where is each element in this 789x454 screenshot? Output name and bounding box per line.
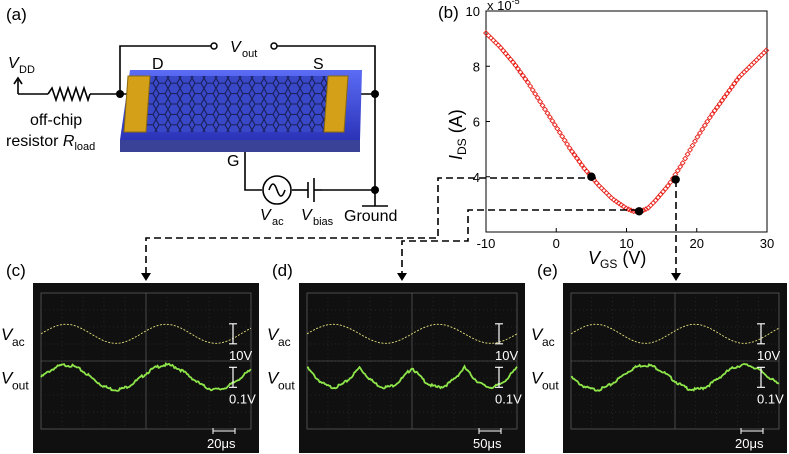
y-tick-label: 8 <box>473 59 480 74</box>
vac-trace <box>306 323 518 344</box>
vout-trace <box>570 363 780 392</box>
ground-label: Ground <box>344 208 397 225</box>
time-bracket <box>740 428 764 434</box>
vout-trace <box>306 364 518 390</box>
scale-label: 0.1V <box>229 391 256 406</box>
scale-bracket <box>757 366 765 388</box>
x-tick-label: 20 <box>690 236 704 251</box>
panel-b-label: (b) <box>438 3 459 22</box>
vac-sub: ac <box>272 216 284 228</box>
vbias-sub: bias <box>313 216 334 228</box>
time-scale-label: 20μs <box>735 436 764 451</box>
vout-trace <box>40 362 252 392</box>
x-tick-label: 0 <box>553 236 560 251</box>
scale-label: 0.1V <box>495 391 522 406</box>
scope-vout-label: V <box>1 368 14 387</box>
panel-a-label: (a) <box>6 5 27 24</box>
scale-bracket <box>757 323 765 345</box>
scope-vac-sub: ac <box>542 335 555 349</box>
x-ticks: -10 0 10 20 30 <box>477 228 774 251</box>
vout-terminal-left <box>210 42 218 50</box>
resistor-line2: resistor Rload <box>6 133 95 153</box>
panel-b: (b) x 10-5 -10 0 10 20 30 4 6 8 10 IDS (A) VGS … <box>438 0 774 271</box>
operating-point-marker <box>587 172 596 181</box>
ac-source-icon <box>262 175 292 205</box>
scope-vout-sub: out <box>278 378 295 392</box>
x-axis-label: VGS (V) <box>588 248 646 271</box>
scale-bracket <box>495 323 503 345</box>
x-tick-label: 30 <box>760 236 774 251</box>
scope-vac-sub: ac <box>278 335 291 349</box>
scale-label: 10V <box>495 348 518 363</box>
scale-label: 10V <box>229 348 252 363</box>
resistor-line1: off-chip <box>30 112 82 129</box>
vout-sub: out <box>242 48 257 60</box>
operating-point-marker <box>634 207 644 216</box>
scope-vac-label: V <box>267 325 280 344</box>
time-bracket <box>212 428 236 434</box>
time-bracket <box>478 428 502 434</box>
scope-vac-label: V <box>531 325 544 344</box>
source-label: S <box>313 56 324 73</box>
scale-bracket <box>229 323 237 345</box>
scale-bracket <box>495 366 503 388</box>
source-electrode <box>323 75 349 133</box>
scope-vout-label: V <box>531 368 544 387</box>
vout-label: V <box>230 39 242 56</box>
scope-vout-label: V <box>267 368 280 387</box>
leader-lines <box>145 177 677 275</box>
y-tick-label: 6 <box>473 115 480 130</box>
x-tick-label: 10 <box>619 236 633 251</box>
graphene-device <box>120 70 362 152</box>
vout-terminal-right <box>270 42 278 50</box>
scale-label: 0.1V <box>757 391 784 406</box>
vbias-label: V <box>301 207 313 224</box>
vac-label: V <box>260 207 272 224</box>
panel-a: (a) <box>6 5 397 228</box>
scope-vout-sub: out <box>542 378 559 392</box>
y-tick-label: 4 <box>473 170 480 185</box>
circuit-wires <box>13 45 388 207</box>
y-axis-label: IDS (A) <box>446 109 469 160</box>
scale-label: x 10-5 <box>487 0 520 13</box>
gate-label: G <box>227 153 239 170</box>
scope-vac-label: V <box>1 325 14 344</box>
chart-frame <box>485 10 768 233</box>
time-scale-label: 50μs <box>473 436 502 451</box>
y-ticks: 4 6 8 10 <box>466 4 490 185</box>
scope-vac-sub: ac <box>12 335 25 349</box>
scale-label: 10V <box>757 348 780 363</box>
drain-label: D <box>152 56 164 73</box>
scale-bracket <box>229 366 237 388</box>
panel-e-label: (e) <box>537 261 558 280</box>
x-tick-label: -10 <box>477 236 496 251</box>
drain-electrode <box>123 75 151 133</box>
operating-point-marker <box>671 175 680 184</box>
vac-trace <box>570 323 780 344</box>
circuit-nodes <box>116 90 379 194</box>
vac-trace <box>40 323 252 344</box>
highlight-markers <box>587 172 680 216</box>
scope-vout-sub: out <box>12 378 29 392</box>
y-tick-label: 10 <box>466 4 480 19</box>
panel-c-label: (c) <box>6 261 26 280</box>
panel-d-label: (d) <box>272 261 293 280</box>
vdd-label: V <box>8 55 20 72</box>
time-scale-label: 20μs <box>207 436 236 451</box>
vdd-sub: DD <box>19 64 35 76</box>
leader-arrowheads <box>141 273 681 281</box>
